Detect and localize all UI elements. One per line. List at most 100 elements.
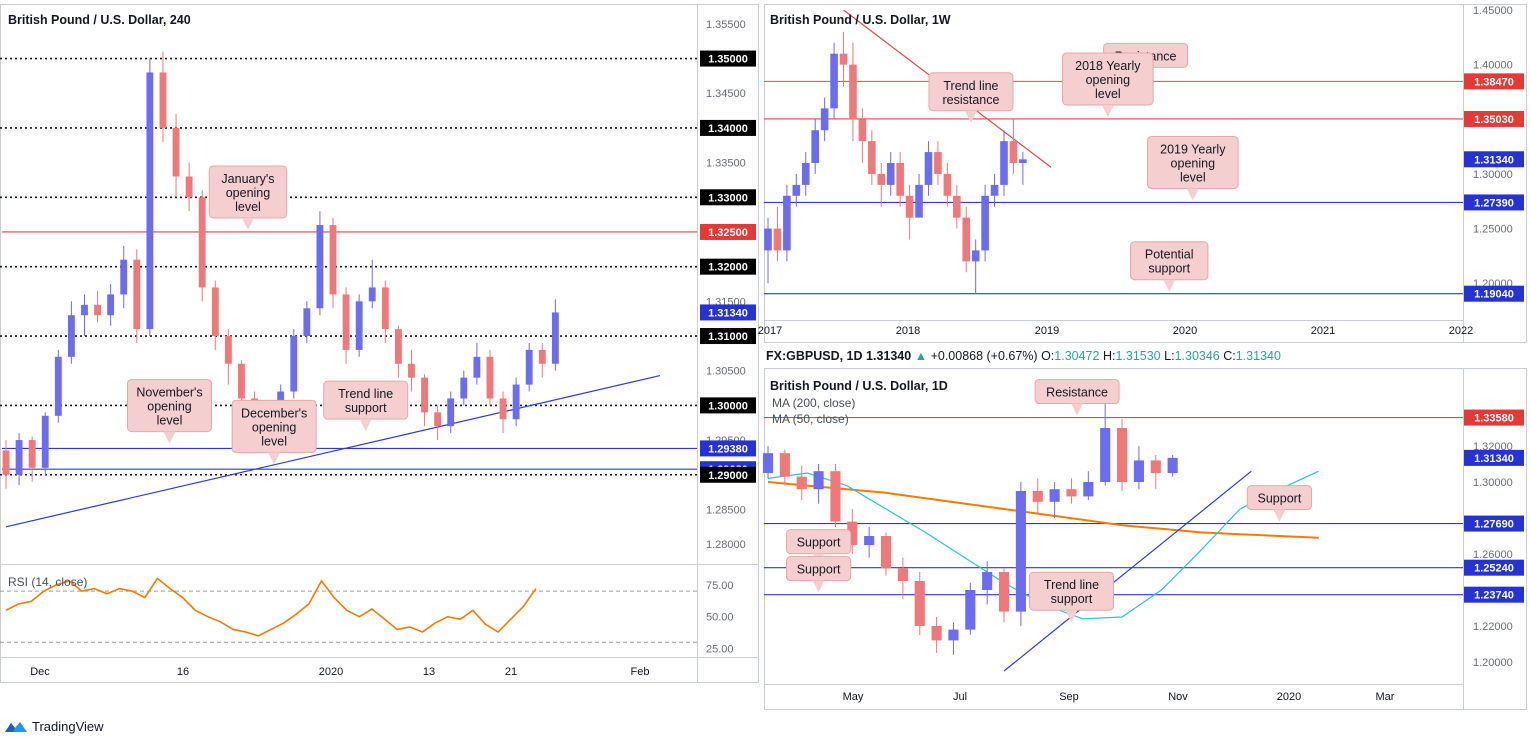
candle-body: [329, 225, 337, 295]
candle-body: [931, 626, 942, 641]
price-label-tag: [700, 328, 756, 345]
candle-body: [897, 568, 908, 581]
time-tick-label: Mar: [1376, 691, 1395, 703]
candle-body: [146, 72, 154, 330]
ohlc-open-label: O:: [1041, 349, 1055, 363]
annotation-text: opening: [1171, 156, 1216, 170]
chart-title: British Pound / U.S. Dollar, 1W: [770, 13, 951, 27]
brand-name: TradingView: [32, 719, 104, 734]
candle-body: [839, 53, 848, 65]
price-label-text: 1.31340: [708, 307, 748, 319]
candle-body: [1100, 428, 1111, 482]
candle-body: [801, 163, 810, 185]
candle-body: [943, 173, 952, 196]
rsi-tick-label: 75.00: [706, 580, 734, 592]
price-label-tag: [1464, 586, 1524, 603]
annotation-text: support: [1148, 262, 1190, 276]
candle-body: [830, 471, 841, 522]
annotation-text: opening: [226, 186, 271, 200]
price-label-tag: [1464, 194, 1524, 211]
candle-body: [421, 377, 428, 413]
price-tick-label: 1.22000: [1473, 621, 1513, 633]
price-tick-label: 1.34500: [706, 88, 746, 100]
ohlc-change: +0.00868 (+0.67%): [930, 349, 1038, 363]
callout-pointer: [241, 217, 254, 230]
price-label-text: 1.35000: [708, 54, 748, 66]
candle-body: [982, 572, 993, 590]
candle-body: [551, 312, 559, 364]
annotation-text: Potential: [1145, 248, 1194, 262]
rsi-line: [5, 577, 537, 637]
candle-body: [224, 336, 232, 364]
candle-body: [107, 294, 115, 316]
price-label-text: 1.33580: [1474, 413, 1514, 425]
candle-body: [998, 572, 1010, 612]
candle-body: [15, 440, 23, 475]
ohlc-close: 1.31340: [1235, 349, 1281, 363]
price-label-text: 1.27390: [1474, 197, 1514, 209]
annotation-text: 2019 Yearly: [1160, 142, 1226, 156]
candle-body: [499, 398, 507, 420]
price-label-text: 1.19040: [1474, 289, 1514, 301]
price-label-tag: [700, 119, 756, 136]
tradingview-brand[interactable]: TradingView: [4, 719, 104, 734]
time-tick-label: Dec: [30, 666, 50, 678]
price-label-text: 1.31340: [1474, 154, 1514, 166]
candle-body: [394, 329, 402, 364]
callout-pointer: [268, 452, 281, 465]
annotation-text: support: [1051, 592, 1093, 606]
annotation-text: level: [261, 434, 287, 448]
candle-body: [896, 163, 904, 196]
time-tick-label: 16: [177, 666, 189, 678]
annotation-text: Trend line: [338, 387, 393, 401]
price-label-text: 1.27690: [1474, 519, 1514, 531]
rsi-tick-label: 25.00: [706, 644, 734, 656]
price-label-text: 1.38470: [1474, 76, 1514, 88]
chart-1d-frame: [764, 368, 1527, 710]
time-tick-label: 2018: [896, 325, 920, 337]
candle-body: [830, 53, 838, 109]
price-tick-label: 1.33500: [706, 158, 746, 170]
price-tick-label: 1.35500: [706, 19, 746, 31]
callout-pointer: [163, 431, 176, 444]
candle-body: [858, 119, 867, 142]
price-label-text: 1.30000: [708, 400, 748, 412]
price-label-text: 1.23740: [1474, 590, 1514, 602]
candle-body: [316, 225, 324, 309]
chart-240-frame: [0, 4, 759, 683]
price-label-tag: [700, 397, 756, 414]
price-label-text: 1.29380: [708, 443, 748, 455]
candle-body: [849, 64, 857, 120]
candle-body: [1167, 457, 1178, 473]
candle-body: [342, 294, 350, 350]
time-tick-label: 2017: [758, 325, 782, 337]
chart-240: 1.355001.345001.335001.325001.315001.305…: [0, 13, 756, 678]
price-label-text: 1.31340: [1474, 453, 1514, 465]
price-label-tag: [700, 50, 756, 67]
candle-body: [408, 363, 415, 378]
candle-body: [355, 301, 363, 350]
candle-body: [159, 72, 167, 128]
candle-body: [948, 629, 959, 641]
annotation-text: resistance: [942, 93, 999, 107]
candle-body: [1032, 491, 1043, 502]
chart-1w-frame: [764, 4, 1527, 343]
ohlc-high-label: H:: [1102, 349, 1116, 363]
annotation-text: Trend line: [1044, 578, 1099, 592]
candle-body: [779, 453, 790, 477]
annotation-text: Resistance: [1046, 386, 1108, 400]
candle-body: [1009, 141, 1018, 163]
price-label-tag: [1464, 409, 1524, 426]
candle-body: [1066, 489, 1077, 497]
candle-body: [211, 287, 219, 337]
price-label-text: 1.25240: [1474, 563, 1514, 575]
callout-pointer: [1163, 279, 1176, 292]
candle-body: [54, 356, 62, 416]
candle-body: [2, 450, 10, 475]
ma200-line: [767, 481, 1319, 539]
candle-body: [434, 412, 442, 427]
callout-pointer: [359, 419, 372, 432]
annotation-text: Support: [797, 536, 841, 550]
callout-pointer: [812, 580, 825, 593]
candle-body: [868, 141, 876, 174]
